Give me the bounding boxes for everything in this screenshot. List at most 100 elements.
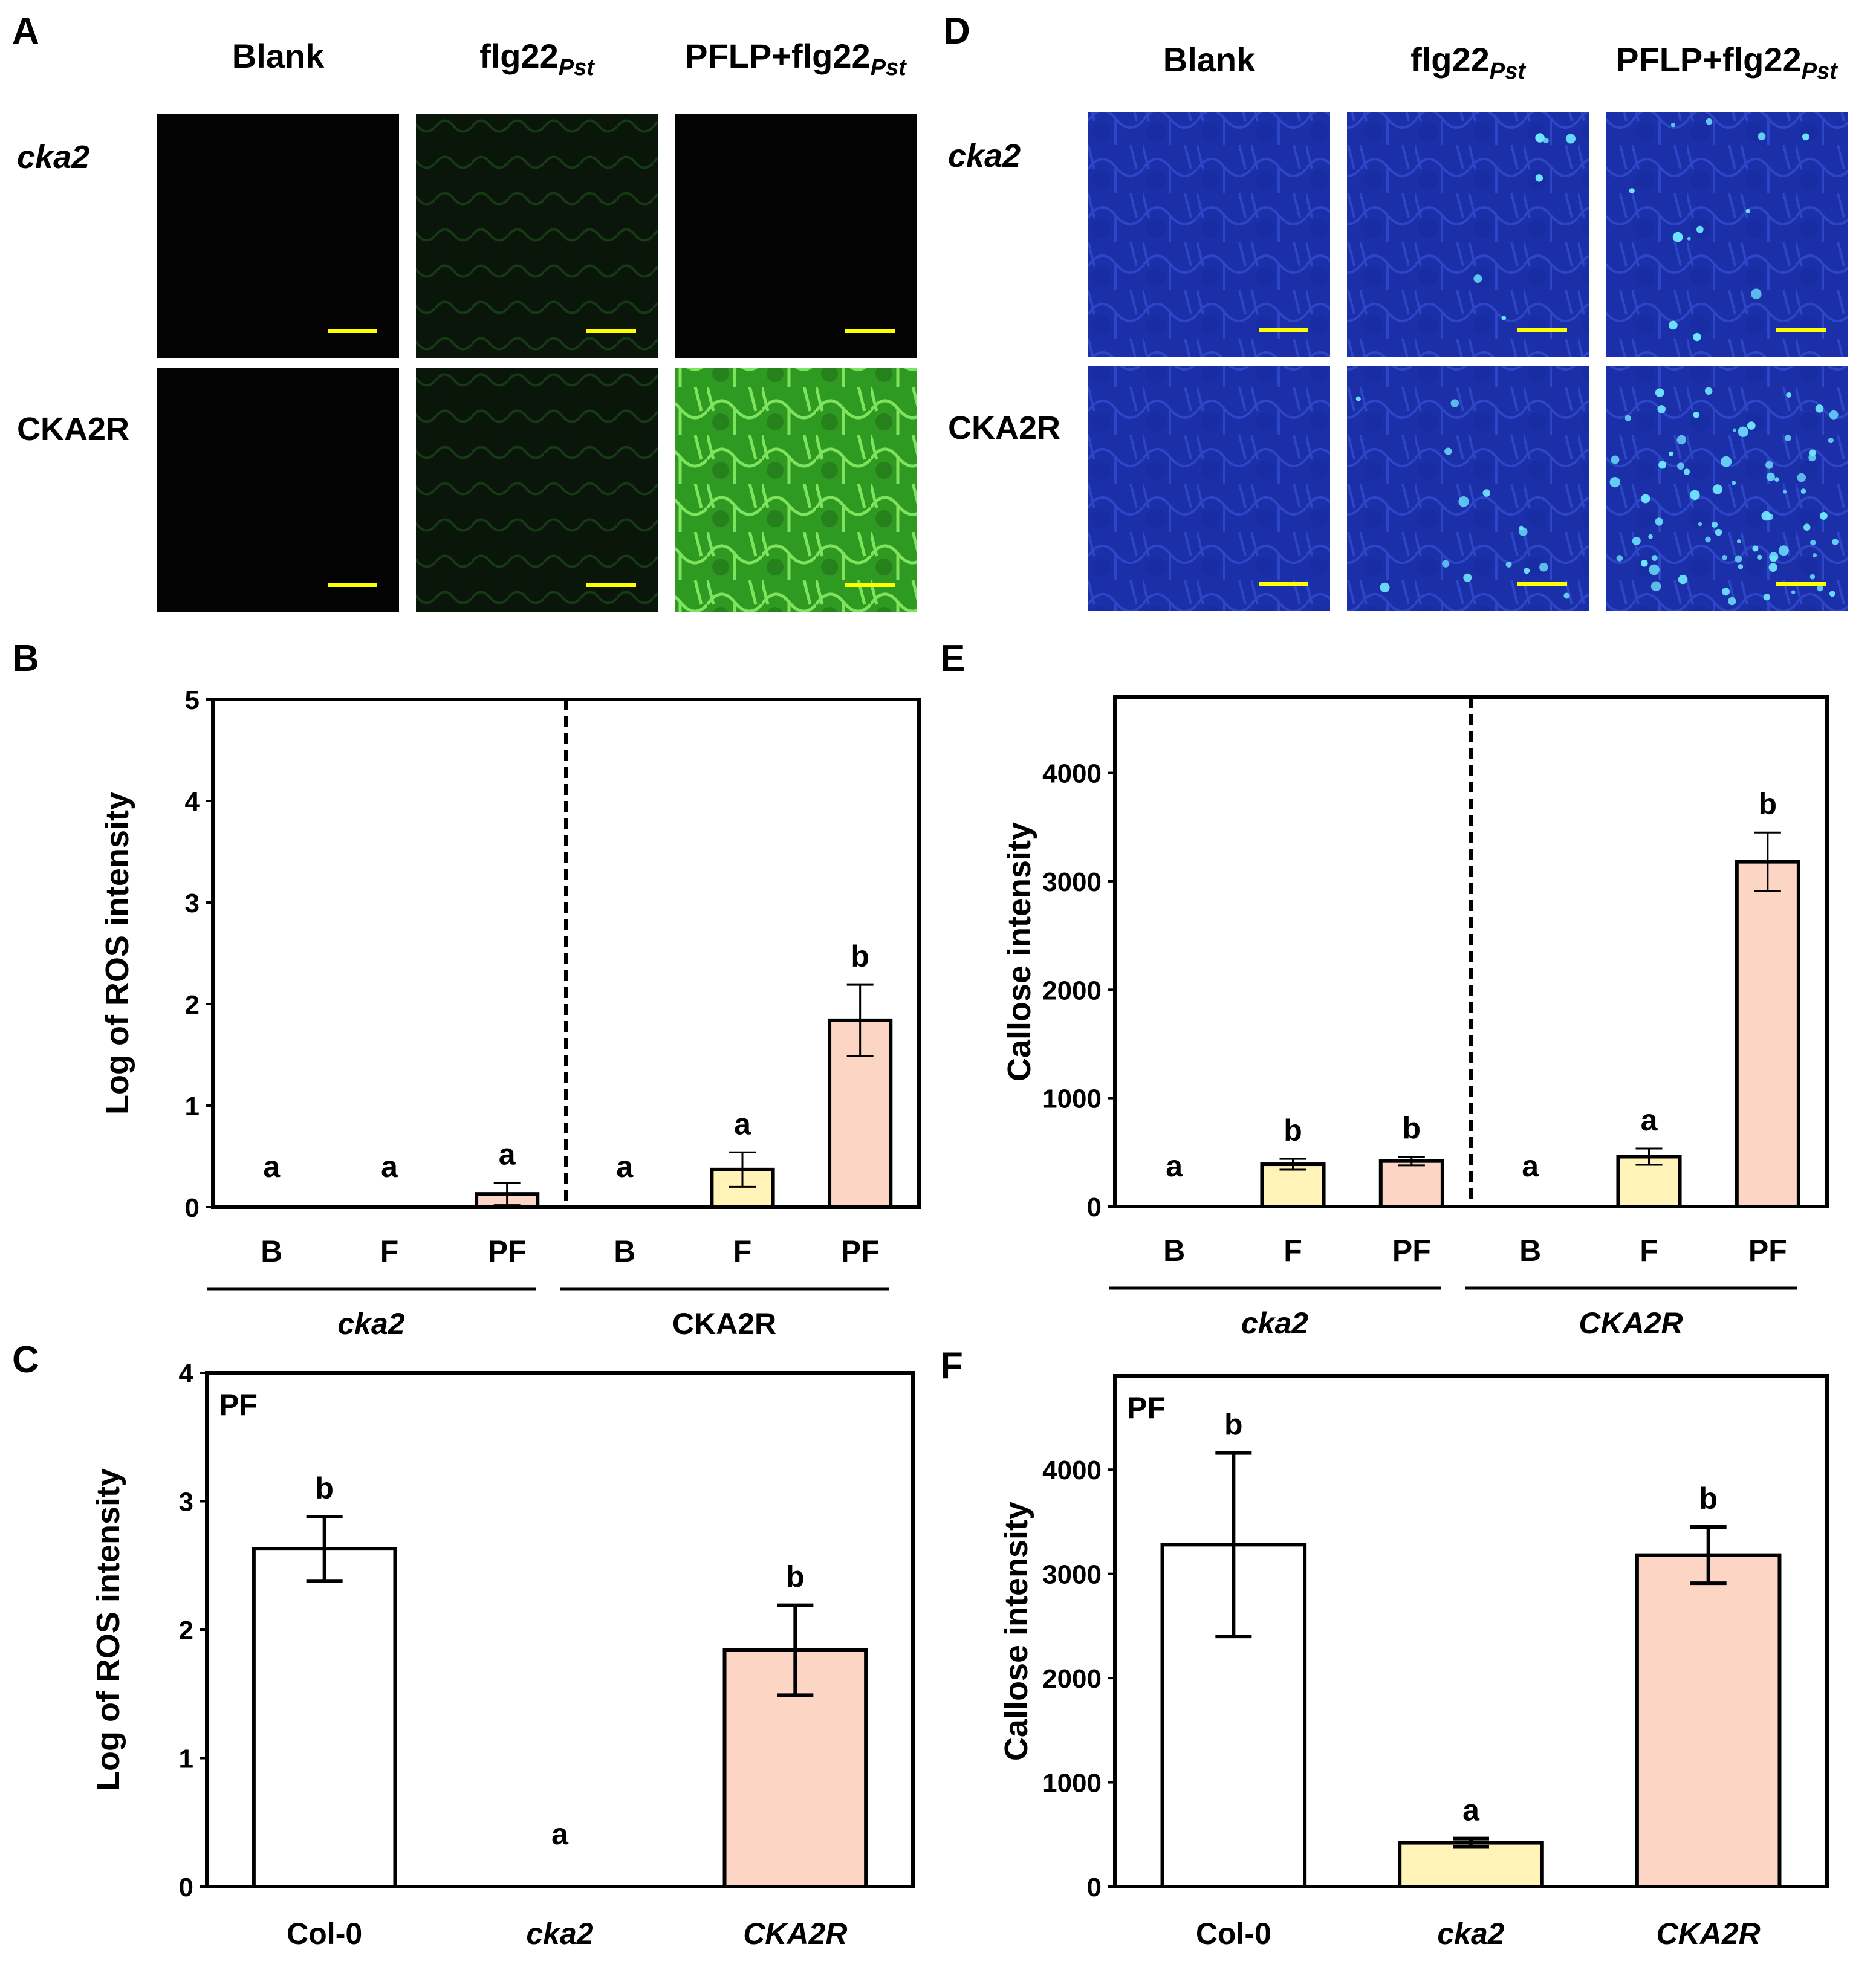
callose-deposit-spot — [1829, 591, 1835, 597]
x-category-label: F — [733, 1234, 752, 1268]
bar — [1398, 1841, 1544, 1889]
ros-tile-bg — [675, 114, 917, 358]
callose-deposit-spot — [1677, 462, 1684, 470]
y-tick-label: 2 — [179, 1616, 193, 1645]
ros-col-header-1-main: flg22 — [479, 37, 559, 75]
significance-letter: a — [381, 1150, 398, 1184]
callose-deposit-spot — [1721, 456, 1732, 467]
callose-deposit-spot — [1738, 564, 1744, 569]
scale-bar — [1517, 582, 1567, 586]
ros-row-label-0: cka2 — [17, 139, 89, 175]
callose-deposit-spot — [1712, 521, 1718, 528]
callose-deposit-spot — [1624, 415, 1631, 421]
callose-deposit-spot — [1657, 405, 1666, 413]
callose-deposit-spot — [1696, 225, 1704, 233]
callose-deposit-spot — [1766, 472, 1775, 481]
callose-deposit-spot — [1728, 597, 1736, 606]
callose-deposit-spot — [1745, 209, 1750, 213]
callose-row-label-1: CKA2R — [948, 410, 1060, 446]
y-tick-label: 2000 — [1042, 1664, 1102, 1694]
callose-col-header-1-sub: Pst — [1490, 59, 1526, 84]
x-category-label: PF — [1748, 1234, 1787, 1268]
ros-tile-r1-c0 — [157, 368, 399, 612]
y-tick-label: 5 — [185, 685, 200, 715]
ros-tile-bg — [675, 368, 917, 612]
callose-deposit-spot — [1803, 523, 1811, 531]
ros-tile-r1-c2 — [675, 368, 917, 612]
group-label: CKA2R — [672, 1307, 776, 1341]
y-tick-label: 0 — [179, 1873, 193, 1902]
x-category-label: F — [380, 1234, 399, 1268]
y-tick-label: 4000 — [1042, 1456, 1102, 1485]
significance-letter: b — [1403, 1111, 1421, 1145]
callose-tile-bg — [1088, 112, 1330, 357]
significance-letter: b — [1224, 1408, 1243, 1442]
y-tick-label: 1000 — [1042, 1084, 1102, 1114]
callose-deposit-spot — [1678, 574, 1688, 585]
y-tick-label: 1 — [185, 1092, 200, 1121]
callose-deposit-spot — [1813, 553, 1817, 558]
chart-e-callose-by-treatment: 0 1000 2000 3000 4000 Callose intensity a Bb Fb P… — [1001, 695, 1829, 1340]
callose-tile-bg — [1606, 366, 1848, 611]
scale-bar — [845, 583, 895, 587]
callose-deposit-spot — [1650, 581, 1661, 592]
significance-letter: b — [1284, 1113, 1302, 1147]
callose-deposit-spot — [1539, 563, 1548, 572]
y-tick-label: 3000 — [1042, 867, 1102, 897]
x-category-label: CKA2R — [743, 1917, 847, 1951]
scale-bar — [328, 583, 377, 587]
ros-col-header-1-sub: Pst — [559, 55, 595, 80]
scale-bar — [845, 329, 895, 333]
x-category-label: PF — [841, 1234, 880, 1268]
callose-deposit-spot — [1563, 592, 1570, 599]
ros-col-header-2-sub: Pst — [871, 55, 907, 80]
callose-deposit-spot — [1704, 387, 1713, 395]
x-category-label: cka2 — [1437, 1917, 1504, 1951]
callose-deposit-spot — [1832, 539, 1839, 545]
callose-deposit-spot — [1672, 232, 1683, 242]
callose-deposit-spot — [1768, 563, 1777, 572]
significance-letter: b — [1699, 1482, 1718, 1515]
callose-deposit-spot — [1770, 555, 1777, 563]
ros-tile-bg — [416, 114, 658, 358]
callose-deposit-spot — [1736, 539, 1741, 543]
bar — [1378, 1159, 1444, 1209]
callose-deposit-spot — [1809, 574, 1816, 580]
bar — [710, 1167, 775, 1209]
callose-deposit-spot — [1641, 494, 1650, 504]
callose-col-header-2-main: PFLP+flg22 — [1616, 41, 1802, 79]
significance-letter: a — [1462, 1793, 1480, 1827]
x-category-label: F — [1640, 1234, 1658, 1268]
callose-tile-bg — [1347, 112, 1589, 357]
bar — [252, 1547, 397, 1888]
ros-col-header-1: flg22Pst — [479, 37, 595, 80]
callose-deposit-spot — [1450, 399, 1459, 407]
group-label: cka2 — [1241, 1306, 1308, 1340]
panel-letter-a: A — [12, 10, 39, 52]
callose-deposit-spot — [1676, 435, 1687, 445]
ros-tile-r0-c2 — [675, 114, 917, 358]
callose-tile-bg — [1606, 112, 1848, 357]
scale-bar — [1259, 328, 1308, 332]
y-tick-label: 3 — [179, 1488, 193, 1517]
callose-tile-r0-c0 — [1088, 112, 1330, 357]
callose-deposit-spot — [1706, 118, 1713, 125]
callose-deposit-spot — [1649, 564, 1660, 575]
significance-letter: a — [734, 1107, 751, 1141]
x-category-label: PF — [1392, 1234, 1431, 1268]
significance-letter: a — [499, 1138, 516, 1171]
ros-col-header-2: PFLP+flg22Pst — [685, 37, 907, 80]
callose-deposit-spot — [1463, 573, 1472, 582]
panel-letter-f: F — [940, 1345, 963, 1387]
x-category-label: B — [261, 1234, 282, 1268]
y-tick-label: 0 — [1087, 1193, 1102, 1222]
y-tick-label: 3000 — [1042, 1560, 1102, 1590]
callose-deposit-spot — [1693, 332, 1701, 342]
callose-deposit-spot — [1519, 527, 1528, 536]
callose-col-header-1-main: flg22 — [1410, 41, 1490, 79]
callose-deposit-spot — [1616, 555, 1623, 562]
significance-letter: a — [1522, 1149, 1539, 1183]
callose-deposit-spot — [1698, 522, 1702, 527]
callose-deposit-spot — [1817, 585, 1823, 592]
